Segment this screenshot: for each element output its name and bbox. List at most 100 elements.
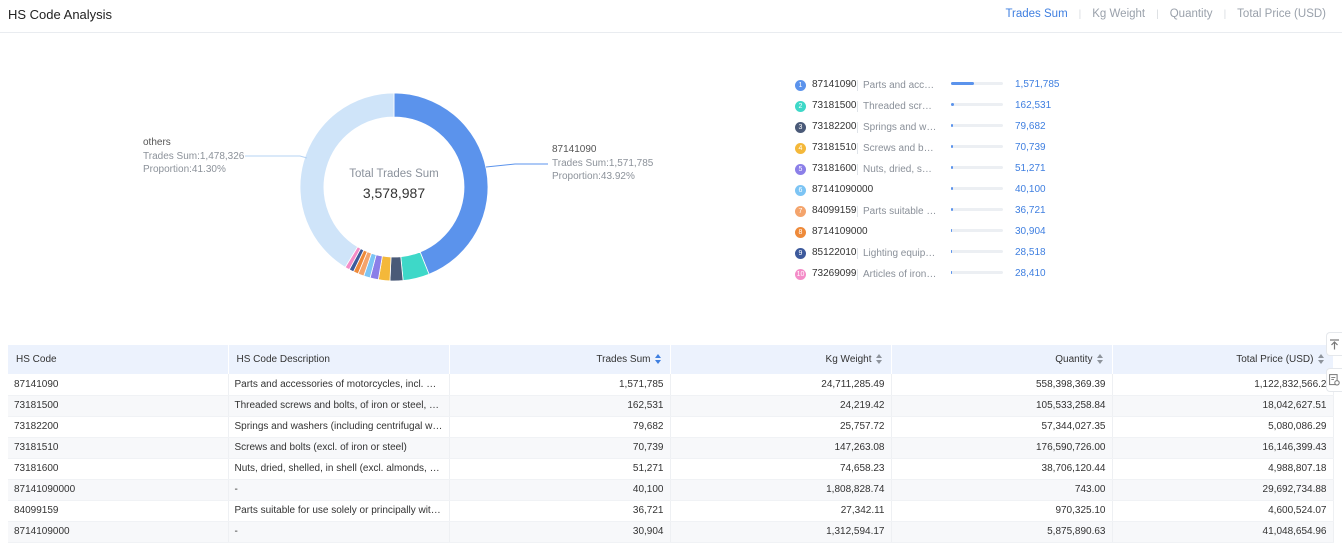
table-row[interactable]: 87141090000 - 40,100 1,808,828.74 743.00… (8, 479, 1334, 501)
cell-total-price: 29,692,734.88 (1112, 479, 1334, 501)
legend-value: 1,571,785 (1015, 79, 1060, 90)
callout-top-slice: 87141090 Trades Sum:1,571,785 Proportion… (552, 143, 653, 184)
rank-badge: 9 (795, 248, 806, 259)
legend-desc: Threaded screws... (857, 101, 937, 112)
page-title: HS Code Analysis (8, 7, 113, 22)
legend-bar (951, 103, 1003, 106)
sort-icon[interactable] (1317, 354, 1325, 365)
sort-icon[interactable] (875, 354, 883, 365)
cell-trades-sum: 30,904 (449, 521, 671, 543)
tab-separator: | (1223, 8, 1227, 20)
tab-total-price[interactable]: Total Price (USD) (1237, 8, 1326, 20)
legend-code: 73181510 (812, 142, 857, 153)
cell-description: Nuts, dried, shelled, in shell (excl. al… (228, 458, 450, 480)
rank-badge: 2 (795, 101, 806, 112)
legend-value: 28,518 (1015, 247, 1046, 258)
donut-chart (245, 92, 548, 282)
legend-row[interactable]: 1 87141090 Parts and access... 1,571,785 (795, 77, 1075, 98)
legend-row[interactable]: 4 73181510 Screws and bolts... 70,739 (795, 140, 1075, 161)
legend-code: 84099159 (812, 205, 857, 216)
table-row[interactable]: 73181500 Threaded screws and bolts, of i… (8, 395, 1334, 417)
document-settings-button[interactable] (1326, 368, 1342, 392)
legend-row[interactable]: 7 84099159 Parts suitable for... 36,721 (795, 203, 1075, 224)
rank-badge: 3 (795, 122, 806, 133)
legend-bar-fill (951, 82, 975, 85)
legend-bar (951, 271, 1003, 274)
rank-badge: 1 (795, 80, 806, 91)
legend-value: 79,682 (1015, 121, 1046, 132)
cell-trades-sum: 70,739 (449, 437, 671, 459)
donut-slice-73182200[interactable] (389, 256, 404, 282)
legend-bar (951, 82, 1003, 85)
col-kg-weight[interactable]: Kg Weight (670, 345, 892, 374)
cell-total-price: 5,080,086.29 (1112, 416, 1334, 438)
legend-row[interactable]: 6 87141090000 40,100 (795, 182, 1075, 203)
legend-value: 162,531 (1015, 100, 1052, 111)
donut-slice-87141090[interactable] (393, 92, 489, 275)
legend-row[interactable]: 3 73182200 Springs and was... 79,682 (795, 119, 1075, 140)
cell-kg-weight: 27,342.11 (670, 500, 892, 522)
legend-bar-fill (951, 250, 953, 253)
donut-slice-others[interactable] (299, 92, 395, 268)
legend-bar-fill (951, 187, 953, 190)
tab-trades-sum[interactable]: Trades Sum (1005, 8, 1068, 20)
legend-bar (951, 145, 1003, 148)
legend-bar-fill (951, 103, 954, 106)
legend-value: 51,271 (1015, 163, 1046, 174)
legend-bar-fill (951, 208, 953, 211)
legend-row[interactable]: 8 8714109000 30,904 (795, 224, 1075, 245)
cell-hs-code: 8714109000 (8, 521, 229, 543)
table-row[interactable]: 84099159 Parts suitable for use solely o… (8, 500, 1334, 522)
sort-icon[interactable] (654, 354, 662, 365)
cell-total-price: 4,988,807.18 (1112, 458, 1334, 480)
legend-row[interactable]: 2 73181500 Threaded screws... 162,531 (795, 98, 1075, 119)
back-to-top-icon (1330, 338, 1339, 349)
col-quantity[interactable]: Quantity (891, 345, 1113, 374)
col-label: Trades Sum (596, 354, 651, 365)
col-total-price[interactable]: Total Price (USD) (1112, 345, 1334, 374)
callout-value: Trades Sum:1,571,785 (552, 157, 654, 169)
rank-badge: 4 (795, 143, 806, 154)
table-row[interactable]: 8714109000 - 30,904 1,312,594.17 5,875,8… (8, 521, 1334, 543)
tab-kg-weight[interactable]: Kg Weight (1092, 8, 1146, 20)
cell-hs-code: 87141090000 (8, 479, 229, 501)
col-label: HS Code Description (236, 354, 330, 365)
legend-row[interactable]: 9 85122010 Lighting equipme... 28,518 (795, 245, 1075, 266)
callout-proportion: Proportion:43.92% (552, 171, 635, 182)
donut-slices (299, 92, 489, 282)
col-label: Quantity (1055, 354, 1093, 365)
cell-total-price: 1,122,832,566.2 (1112, 374, 1334, 396)
rank-badge: 10 (795, 269, 806, 280)
back-to-top-button[interactable] (1326, 332, 1342, 356)
col-trades-sum[interactable]: Trades Sum (449, 345, 671, 374)
cell-hs-code: 73181500 (8, 395, 229, 417)
table-row[interactable]: 73181510 Screws and bolts (excl. of iron… (8, 437, 1334, 459)
cell-quantity: 38,706,120.44 (891, 458, 1113, 480)
table-row[interactable]: 73181600 Nuts, dried, shelled, in shell … (8, 458, 1334, 480)
legend-value: 30,904 (1015, 226, 1046, 237)
legend-value: 36,721 (1015, 205, 1046, 216)
cell-total-price: 41,048,654.96 (1112, 521, 1334, 543)
donut-center-value: 3,578,987 (362, 185, 426, 201)
table-row[interactable]: 87141090 Parts and accessories of motorc… (8, 374, 1334, 396)
cell-description: Parts suitable for use solely or princip… (228, 500, 450, 522)
col-label: Kg Weight (825, 354, 872, 365)
sort-icon[interactable] (1096, 354, 1104, 365)
col-label: HS Code (16, 354, 57, 365)
legend-row[interactable]: 10 73269099 Articles of iron or... 28,41… (795, 266, 1075, 287)
table-row[interactable]: 73182200 Springs and washers (including … (8, 416, 1334, 438)
legend-bar (951, 187, 1003, 190)
cell-trades-sum: 40,100 (449, 479, 671, 501)
cell-total-price: 16,146,399.43 (1112, 437, 1334, 459)
cell-kg-weight: 1,808,828.74 (670, 479, 892, 501)
hs-code-table: HS Code HS Code Description Trades Sum K… (8, 345, 1334, 543)
cell-kg-weight: 24,711,285.49 (670, 374, 892, 396)
legend-desc: Parts suitable for... (857, 206, 937, 217)
callout-others: others Trades Sum:1,478,326 Proportion:4… (143, 136, 244, 177)
legend-desc: Nuts, dried, shell... (857, 164, 937, 175)
legend-row[interactable]: 5 73181600 Nuts, dried, shell... 51,271 (795, 161, 1075, 182)
tab-quantity[interactable]: Quantity (1169, 8, 1213, 20)
cell-description: Springs and washers (including centrifug… (228, 416, 450, 438)
cell-description: Parts and accessories of motorcycles, in… (228, 374, 450, 396)
col-description: HS Code Description (228, 345, 450, 374)
